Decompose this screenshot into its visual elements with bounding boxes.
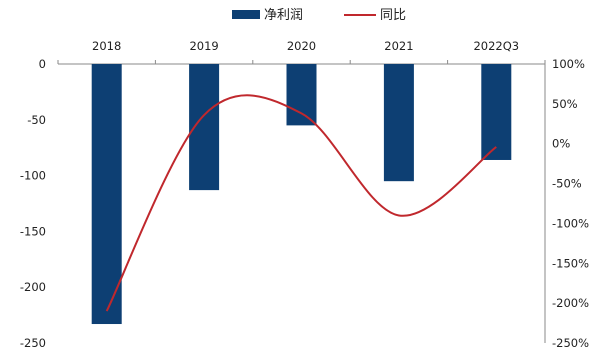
y-right-tick-label: -100% <box>552 216 589 230</box>
y-right-tick-label: 50% <box>552 97 578 111</box>
y-right-tick-label: 0% <box>552 137 570 151</box>
bars <box>91 64 512 325</box>
bar <box>481 64 512 160</box>
legend-label-line: 同比 <box>380 8 406 23</box>
x-tick-label: 2020 <box>287 39 316 53</box>
y-left-tick-label: 0 <box>39 57 46 71</box>
x-tick-label: 2019 <box>189 39 218 53</box>
line-path <box>105 94 497 312</box>
x-tick-label: 2022Q3 <box>473 39 519 53</box>
y-left-tick-label: -200 <box>20 280 46 294</box>
x-tick-label: 2021 <box>384 39 413 53</box>
y-right-tick-label: -150% <box>552 256 589 270</box>
y-left-tick-label: -100 <box>20 169 46 183</box>
x-tick-labels: 2018 2019 2020 2021 2022Q3 <box>92 39 519 53</box>
line-series <box>105 94 497 312</box>
y-left-tick-labels: 0 -50 -100 -150 -200 -250 <box>20 57 46 350</box>
y-left-tick-label: -50 <box>27 113 46 127</box>
y-right-tick-label: -200% <box>552 296 589 310</box>
legend: 净利润 同比 <box>232 8 406 23</box>
bar <box>91 64 122 325</box>
bar <box>383 64 414 182</box>
y-right-tick-label: 100% <box>552 57 585 71</box>
x-tick-label: 2018 <box>92 39 121 53</box>
y-right-tick-label: -250% <box>552 336 589 350</box>
y-left-tick-label: -150 <box>20 224 46 238</box>
y-right-tick-labels: 100% 50% 0% -50% -100% -150% -200% -250% <box>552 57 589 350</box>
legend-swatch-bar <box>232 10 260 19</box>
y-left-tick-label: -250 <box>20 336 46 350</box>
y-right-tick-label: -50% <box>552 177 582 191</box>
legend-label-bar: 净利润 <box>264 8 303 23</box>
bar <box>286 64 317 126</box>
